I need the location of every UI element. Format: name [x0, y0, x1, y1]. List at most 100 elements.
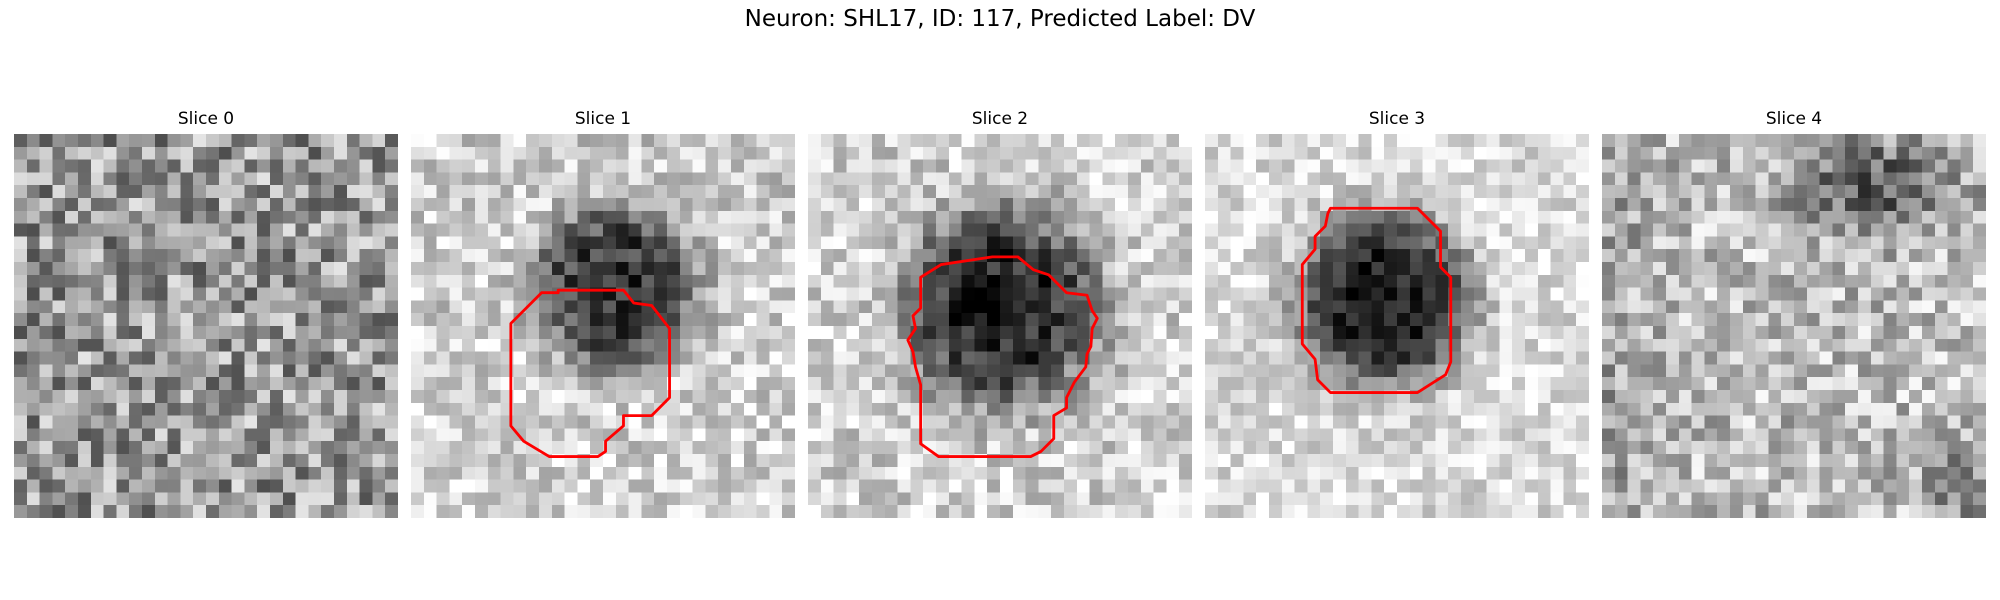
image-pixel	[1230, 441, 1244, 455]
image-pixel	[1858, 415, 1872, 429]
image-pixel	[1371, 454, 1385, 468]
image-pixel	[1537, 249, 1551, 263]
image-pixel	[897, 390, 911, 404]
image-pixel	[1845, 326, 1859, 340]
image-pixel	[1486, 505, 1500, 518]
image-pixel	[692, 428, 706, 442]
image-pixel	[1602, 402, 1616, 416]
image-pixel	[231, 479, 245, 493]
image-pixel	[1358, 134, 1372, 148]
image-pixel	[1269, 185, 1283, 199]
image-pixel	[1806, 364, 1820, 378]
image-pixel	[718, 287, 732, 301]
image-pixel	[1947, 454, 1961, 468]
image-pixel	[1666, 185, 1680, 199]
image-pixel	[1397, 505, 1411, 518]
image-pixel	[1819, 454, 1833, 468]
image-pixel	[423, 262, 437, 276]
image-pixel	[1358, 300, 1372, 314]
image-pixel	[1563, 159, 1577, 173]
image-pixel	[142, 313, 156, 327]
image-pixel	[1870, 134, 1884, 148]
roi-contour	[1300, 206, 1453, 394]
image-pixel	[321, 300, 335, 314]
image-pixel	[1473, 479, 1487, 493]
image-pixel	[1038, 351, 1052, 365]
image-pixel	[551, 146, 565, 160]
image-pixel	[1870, 364, 1884, 378]
image-pixel	[52, 172, 66, 186]
image-pixel	[705, 249, 719, 263]
image-pixel	[1499, 402, 1513, 416]
image-pixel	[1384, 326, 1398, 340]
image-pixel	[692, 338, 706, 352]
image-pixel	[1550, 402, 1564, 416]
image-pixel	[1794, 287, 1808, 301]
image-pixel	[244, 172, 258, 186]
image-pixel	[1883, 185, 1897, 199]
image-pixel	[1653, 326, 1667, 340]
image-pixel	[756, 146, 770, 160]
image-pixel	[334, 198, 348, 212]
image-pixel	[1602, 441, 1616, 455]
image-pixel	[820, 223, 834, 237]
image-pixel	[1064, 428, 1078, 442]
image-pixel	[1038, 198, 1052, 212]
image-pixel	[615, 454, 629, 468]
image-pixel	[142, 390, 156, 404]
image-pixel	[385, 428, 398, 442]
image-pixel	[743, 159, 757, 173]
image-pixel	[1153, 134, 1167, 148]
image-pixel	[1281, 390, 1295, 404]
image-pixel	[808, 338, 822, 352]
image-pixel	[282, 300, 296, 314]
image-pixel	[1691, 159, 1705, 173]
image-pixel	[603, 146, 617, 160]
image-pixel	[743, 236, 757, 250]
image-pixel	[1179, 313, 1192, 327]
image-pixel	[449, 377, 463, 391]
image-pixel	[539, 364, 553, 378]
image-pixel	[449, 262, 463, 276]
image-pixel	[1896, 454, 1910, 468]
image-pixel	[1307, 338, 1321, 352]
image-pixel	[1896, 415, 1910, 429]
image-pixel	[654, 364, 668, 378]
image-pixel	[1115, 377, 1129, 391]
image-pixel	[948, 223, 962, 237]
image-pixel	[1064, 134, 1078, 148]
image-pixel	[1922, 454, 1936, 468]
image-pixel	[1806, 415, 1820, 429]
image-pixel	[385, 146, 398, 160]
image-pixel	[654, 492, 668, 506]
image-pixel	[270, 210, 284, 224]
image-pixel	[1051, 390, 1065, 404]
image-pixel	[167, 236, 181, 250]
image-pixel	[820, 134, 834, 148]
image-pixel	[372, 351, 386, 365]
image-pixel	[193, 210, 207, 224]
image-pixel	[154, 146, 168, 160]
image-pixel	[103, 390, 117, 404]
slice-title: Slice 3	[1368, 109, 1426, 129]
image-pixel	[1678, 441, 1692, 455]
image-pixel	[1819, 172, 1833, 186]
image-pixel	[628, 313, 642, 327]
image-pixel	[1243, 377, 1257, 391]
image-pixel	[551, 274, 565, 288]
image-pixel	[1832, 172, 1846, 186]
image-pixel	[1896, 441, 1910, 455]
image-pixel	[872, 338, 886, 352]
image-pixel	[1230, 351, 1244, 365]
image-pixel	[1461, 338, 1475, 352]
image-pixel	[923, 338, 937, 352]
image-pixel	[436, 134, 450, 148]
image-pixel	[846, 313, 860, 327]
image-pixel	[1166, 198, 1180, 212]
image-pixel	[116, 300, 130, 314]
image-pixel	[1000, 172, 1014, 186]
image-pixel	[833, 134, 847, 148]
image-pixel	[1153, 185, 1167, 199]
image-pixel	[1000, 313, 1014, 327]
image-pixel	[628, 134, 642, 148]
